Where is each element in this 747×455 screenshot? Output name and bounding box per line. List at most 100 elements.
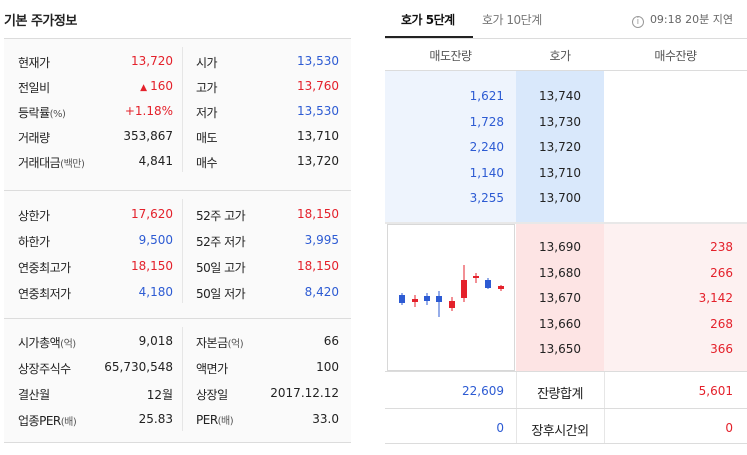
- info-value: 9,500: [138, 233, 173, 247]
- ask-qty: 1,140: [469, 165, 504, 180]
- bid-row[interactable]: 13,690 238: [385, 235, 747, 260]
- ask-qty: 3,255: [469, 191, 504, 205]
- unit-label: (억): [227, 339, 244, 350]
- after-hours-sell-qty: 0: [496, 421, 504, 435]
- info-value: 33.0: [312, 412, 339, 426]
- bid-qty: 268: [710, 316, 733, 331]
- tab-5-levels[interactable]: 호가 5단계: [401, 13, 455, 27]
- bid-price: 13,670: [539, 291, 581, 305]
- candle: [412, 295, 418, 307]
- bid-row[interactable]: 13,680 266: [385, 261, 747, 286]
- ask-row[interactable]: 1,728 13,730: [385, 110, 747, 135]
- info-label: 저가: [196, 106, 218, 120]
- candle: [424, 293, 430, 305]
- ask-row[interactable]: 2,240 13,720: [385, 135, 747, 160]
- info-value: 353,867: [123, 129, 173, 143]
- active-tab-indicator: [385, 36, 473, 38]
- info-label: 시가총액(억): [18, 336, 76, 350]
- divider: [182, 199, 183, 303]
- info-value: 25.83: [138, 412, 173, 426]
- divider: [385, 222, 747, 224]
- info-label: 고가: [196, 81, 218, 95]
- info-icon: i: [631, 16, 644, 28]
- info-row: 거래대금(백만) 4,841 매수 13,720: [4, 149, 351, 174]
- info-value: 2017.12.12: [270, 386, 339, 400]
- basic-stock-info-panel: 기본 주가정보 현재가 13,720 시가 13,530 전일비 ▲ 160 고가 13,760…: [0, 0, 352, 455]
- info-value: 13,530: [297, 54, 339, 68]
- info-value: 66: [323, 334, 339, 348]
- info-value: +1.18%: [124, 104, 173, 118]
- info-value: 4,841: [138, 154, 173, 168]
- total-remaining-row: 22,609 잔량합계 5,601: [385, 371, 747, 409]
- bid-qty: 366: [710, 342, 733, 356]
- delay-info: i 09:18 20분 지연: [631, 11, 733, 28]
- ask-row[interactable]: 1,140 13,710: [385, 161, 747, 186]
- info-row: 연중최고가 18,150 50일 고가 18,150: [4, 254, 351, 279]
- bid-qty: 3,142: [698, 291, 733, 305]
- info-label: 상한가: [18, 209, 50, 223]
- orderbook-header: 매도잔량 호가 매수잔량: [385, 38, 747, 71]
- ask-qty: 1,728: [469, 114, 504, 129]
- info-value: 9,018: [138, 334, 173, 348]
- company-section: 시가총액(억) 9,018 자본금(억) 66 상장주식수 65,730,548 액면가 10…: [4, 319, 351, 442]
- info-label: 52주 고가: [196, 209, 246, 223]
- info-row: 현재가 13,720 시가 13,530: [4, 49, 351, 74]
- bid-price: 13,680: [539, 265, 581, 280]
- orderbook-tabs: 호가 5단계 호가 10단계 i 09:18 20분 지연: [385, 0, 747, 38]
- info-row: 상장주식수 65,730,548 액면가 100: [4, 355, 351, 380]
- info-row: 연중최저가 4,180 50일 저가 8,420: [4, 280, 351, 305]
- info-value: ▲ 160: [140, 79, 173, 93]
- bid-price: 13,690: [539, 240, 581, 254]
- candle: [473, 273, 479, 283]
- bid-row[interactable]: 13,670 3,142: [385, 286, 747, 311]
- info-row: 시가총액(억) 9,018 자본금(억) 66: [4, 329, 351, 354]
- candle: [485, 278, 491, 289]
- unit-label: (배): [60, 417, 77, 428]
- delay-text: 09:18 20분 지연: [649, 13, 733, 26]
- candle: [399, 293, 405, 305]
- price-section: 현재가 13,720 시가 13,530 전일비 ▲ 160 고가 13,760 등락률(%) +1…: [4, 39, 351, 190]
- candle: [436, 291, 442, 317]
- info-label: 52주 저가: [196, 235, 246, 249]
- info-label: 전일비: [18, 81, 50, 95]
- info-value: 18,150: [131, 259, 173, 273]
- total-sell-qty: 22,609: [462, 384, 504, 398]
- info-label: 업종PER(배): [18, 414, 77, 428]
- total-buy-qty: 5,601: [698, 384, 733, 398]
- info-value: 3,995: [304, 233, 339, 247]
- ask-qty: 2,240: [469, 140, 504, 154]
- ask-price: 13,710: [539, 165, 581, 180]
- ask-price: 13,700: [539, 191, 581, 205]
- ask-price: 13,730: [539, 114, 581, 129]
- info-label: 시가: [196, 56, 218, 70]
- bid-row[interactable]: 13,650 366: [385, 337, 747, 362]
- unit-label: (배): [217, 416, 234, 427]
- info-label: 상장주식수: [18, 362, 71, 376]
- divider: [516, 372, 517, 408]
- mini-candle-chart: [387, 224, 515, 371]
- divider: [604, 372, 605, 408]
- info-row: 전일비 ▲ 160 고가 13,760: [4, 74, 351, 99]
- tab-10-levels[interactable]: 호가 10단계: [482, 13, 542, 27]
- ask-price: 13,740: [539, 89, 581, 103]
- bid-price-area: [516, 224, 604, 371]
- info-label: 연중최고가: [18, 261, 71, 275]
- info-value: 100: [316, 360, 339, 374]
- bid-qty-area: [604, 224, 747, 371]
- unit-label: (%): [49, 109, 66, 120]
- info-label: 액면가: [196, 362, 228, 376]
- ask-row[interactable]: 3,255 13,700: [385, 186, 747, 211]
- info-row: 거래량 353,867 매도 13,710: [4, 124, 351, 149]
- ask-row[interactable]: 1,621 13,740: [385, 84, 747, 109]
- bid-row[interactable]: 13,660 268: [385, 312, 747, 337]
- info-row: 하한가 9,500 52주 저가 3,995: [4, 228, 351, 253]
- panel-title: 기본 주가정보: [4, 14, 77, 29]
- info-value: 13,760: [297, 79, 339, 93]
- info-value: 12월: [146, 388, 173, 402]
- info-label: 거래량: [18, 131, 50, 145]
- divider: [4, 38, 351, 39]
- info-value: 13,720: [131, 54, 173, 68]
- info-label: 매도: [196, 131, 218, 145]
- candle: [449, 297, 455, 311]
- bid-qty: 238: [710, 240, 733, 254]
